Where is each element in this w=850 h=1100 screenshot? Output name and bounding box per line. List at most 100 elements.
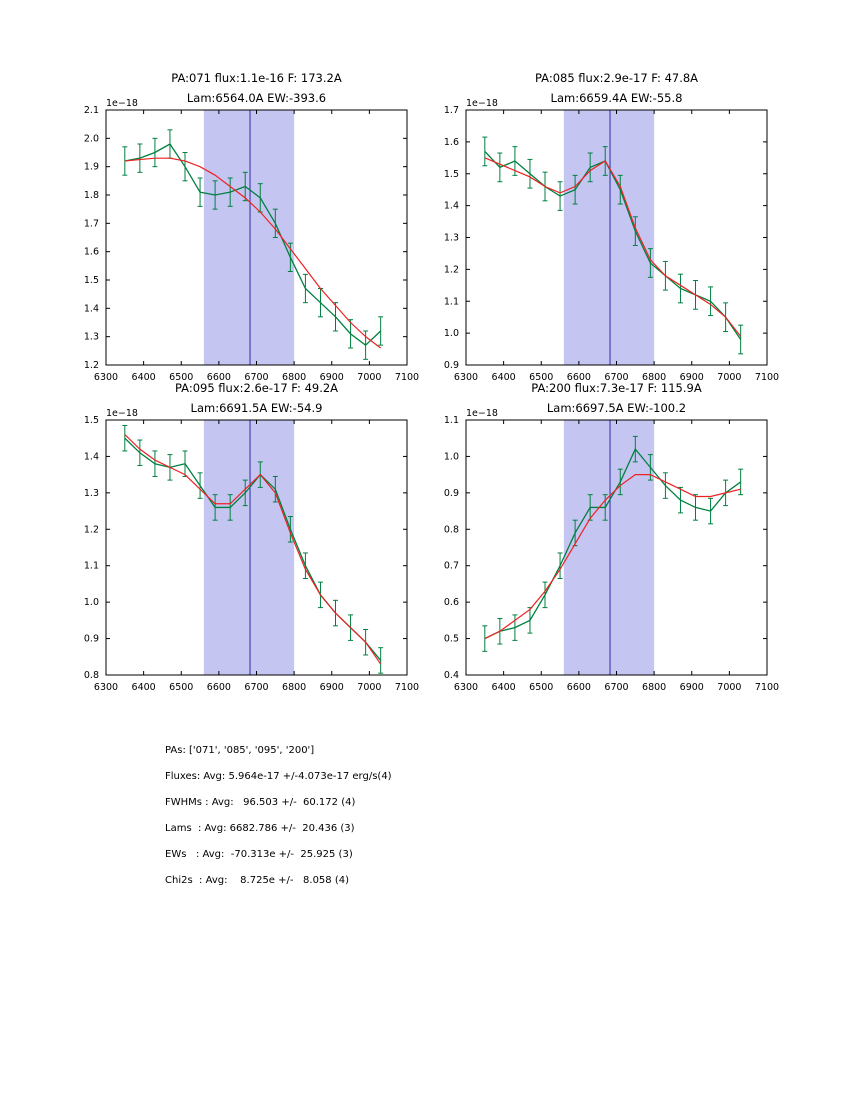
y-tick-label: 1.3: [84, 488, 99, 499]
x-tick-label: 6900: [320, 682, 344, 693]
subplot-title-pa071: PA:071 flux:1.1e-16 F: 173.2A Lam:6564.0…: [106, 68, 407, 108]
y-tick-label: 1.1: [84, 561, 99, 572]
plot-area: 6300 6400 6500 6600 6700 6800 6900 7000 7100 0.4 0…: [444, 408, 779, 693]
axis-offset-label: 1e−18: [106, 98, 138, 109]
highlight-band: [203, 420, 295, 675]
x-tick-label: 6500: [169, 372, 193, 383]
x-tick-label: 7000: [357, 372, 381, 383]
x-tick-label: 7000: [717, 372, 741, 383]
highlight-band: [203, 110, 295, 365]
x-tick-label: 6600: [207, 372, 231, 383]
y-tick-label: 0.5: [444, 634, 459, 645]
y-tick-label: 0.7: [444, 561, 459, 572]
x-tick-label: 6700: [244, 682, 268, 693]
y-tick-label: 1.2: [444, 264, 459, 275]
x-tick-label: 7100: [395, 682, 419, 693]
subplot-title-pa200: PA:200 flux:7.3e-17 F: 115.9A Lam:6697.5…: [466, 378, 767, 418]
subplot-title-pa095: PA:095 flux:2.6e-17 F: 49.2A Lam:6691.5A…: [106, 378, 407, 418]
y-tick-label: 1.4: [84, 451, 99, 462]
x-tick-label: 6400: [132, 372, 156, 383]
y-tick-label: 1.0: [444, 451, 459, 462]
stats-line-fluxes: Fluxes: Avg: 5.964e-17 +/-4.073e-17 erg/…: [165, 771, 392, 782]
x-tick-label: 7100: [395, 372, 419, 383]
y-tick-label: 1.4: [84, 303, 99, 314]
y-tick-label: 1.5: [84, 415, 99, 426]
x-tick-label: 6500: [529, 682, 553, 693]
stats-line-chi2s: Chi2s : Avg: 8.725e +/- 8.058 (4): [165, 875, 350, 886]
y-tick-label: 1.2: [84, 360, 99, 371]
x-tick-label: 6300: [94, 682, 118, 693]
y-tick-label: 0.8: [84, 670, 99, 681]
y-tick-label: 1.4: [444, 201, 459, 212]
y-tick-label: 0.8: [444, 524, 459, 535]
y-tick-label: 2.1: [84, 105, 99, 116]
x-tick-label: 6400: [132, 682, 156, 693]
axis-ticks: [465, 109, 768, 366]
fit-line: [124, 434, 382, 665]
subplot-title-line1: PA:085 flux:2.9e-17 F: 47.8A: [534, 71, 699, 85]
highlight-band: [563, 420, 655, 675]
x-tick-label: 6500: [529, 372, 553, 383]
x-tick-label: 7100: [755, 372, 779, 383]
y-tick-label: 1.3: [444, 233, 459, 244]
subplot-title-line1: PA:071 flux:1.1e-16 F: 173.2A: [171, 71, 342, 85]
plot-area: 6300 6400 6500 6600 6700 6800 6900 7000 7100 1.2 1…: [84, 98, 419, 383]
x-tick-label: 6700: [244, 372, 268, 383]
x-tick-label: 6300: [454, 372, 478, 383]
x-tick-label: 6300: [454, 682, 478, 693]
y-tick-label: 1.3: [84, 332, 99, 343]
x-tick-label: 6900: [680, 372, 704, 383]
y-tick-label: 2.0: [84, 133, 99, 144]
y-tick-label: 0.6: [444, 597, 459, 608]
stats-line-lams: Lams : Avg: 6682.786 +/- 20.436 (3): [165, 823, 355, 834]
axis-tick-labels: 6300 6400 6500 6600 6700 6800 6900 7000 7100 0.8 0…: [84, 415, 419, 693]
x-tick-label: 6600: [567, 682, 591, 693]
y-tick-label: 1.6: [84, 247, 99, 258]
subplot-title-line2: Lam:6564.0A EW:-393.6: [186, 91, 327, 105]
x-tick-label: 6400: [492, 372, 516, 383]
y-tick-label: 1.9: [84, 162, 99, 173]
axis-offset-label: 1e−18: [106, 408, 138, 419]
x-tick-label: 7000: [717, 682, 741, 693]
axis-ticks: [105, 109, 408, 366]
axis-offset-label: 1e−18: [466, 98, 498, 109]
stats-line-ews: EWs : Avg: -70.313e +/- 25.925 (3): [165, 849, 353, 860]
x-tick-label: 6800: [282, 372, 306, 383]
x-tick-label: 6700: [604, 682, 628, 693]
x-tick-label: 6300: [94, 372, 118, 383]
y-tick-label: 0.9: [444, 488, 459, 499]
y-tick-label: 1.5: [84, 275, 99, 286]
axis-tick-labels: 6300 6400 6500 6600 6700 6800 6900 7000 7100 0.4 0…: [444, 415, 779, 693]
subplot-title-line2: Lam:6659.4A EW:-55.8: [550, 91, 683, 105]
axis-ticks: [105, 419, 408, 676]
x-tick-label: 6600: [567, 372, 591, 383]
highlight-band: [563, 110, 655, 365]
y-tick-label: 0.9: [444, 360, 459, 371]
subplot-title-pa085: PA:085 flux:2.9e-17 F: 47.8A Lam:6659.4A…: [466, 68, 767, 108]
fit-line: [484, 157, 742, 337]
y-tick-label: 1.8: [84, 190, 99, 201]
data-line: [484, 447, 742, 640]
data-line: [124, 143, 382, 347]
y-tick-label: 1.5: [444, 169, 459, 180]
chart-canvas-pa085: 6300 6400 6500 6600 6700 6800 6900 7000 7100 0.9 1…: [444, 98, 779, 383]
x-tick-label: 6900: [680, 682, 704, 693]
subplot-title-line1: PA:200 flux:7.3e-17 F: 115.9A: [531, 381, 702, 395]
axis-tick-labels: 6300 6400 6500 6600 6700 6800 6900 7000 7100 1.2 1…: [84, 105, 419, 383]
x-tick-label: 6900: [320, 372, 344, 383]
x-tick-label: 6700: [604, 372, 628, 383]
x-tick-label: 6400: [492, 682, 516, 693]
x-tick-label: 6500: [169, 682, 193, 693]
y-tick-label: 1.1: [444, 415, 459, 426]
y-tick-label: 1.1: [444, 296, 459, 307]
x-tick-label: 6800: [282, 682, 306, 693]
x-tick-label: 6600: [207, 682, 231, 693]
y-tick-label: 1.0: [84, 597, 99, 608]
subplot-title-line2: Lam:6691.5A EW:-54.9: [190, 401, 323, 415]
y-tick-label: 0.4: [444, 670, 459, 681]
chart-canvas-pa071: 6300 6400 6500 6600 6700 6800 6900 7000 7100 1.2 1…: [84, 98, 419, 383]
x-tick-label: 7100: [755, 682, 779, 693]
stats-line-fwhms: FWHMs : Avg: 96.503 +/- 60.172 (4): [165, 797, 356, 808]
axis-ticks: [465, 419, 768, 676]
subplot-title-line1: PA:095 flux:2.6e-17 F: 49.2A: [174, 381, 339, 395]
